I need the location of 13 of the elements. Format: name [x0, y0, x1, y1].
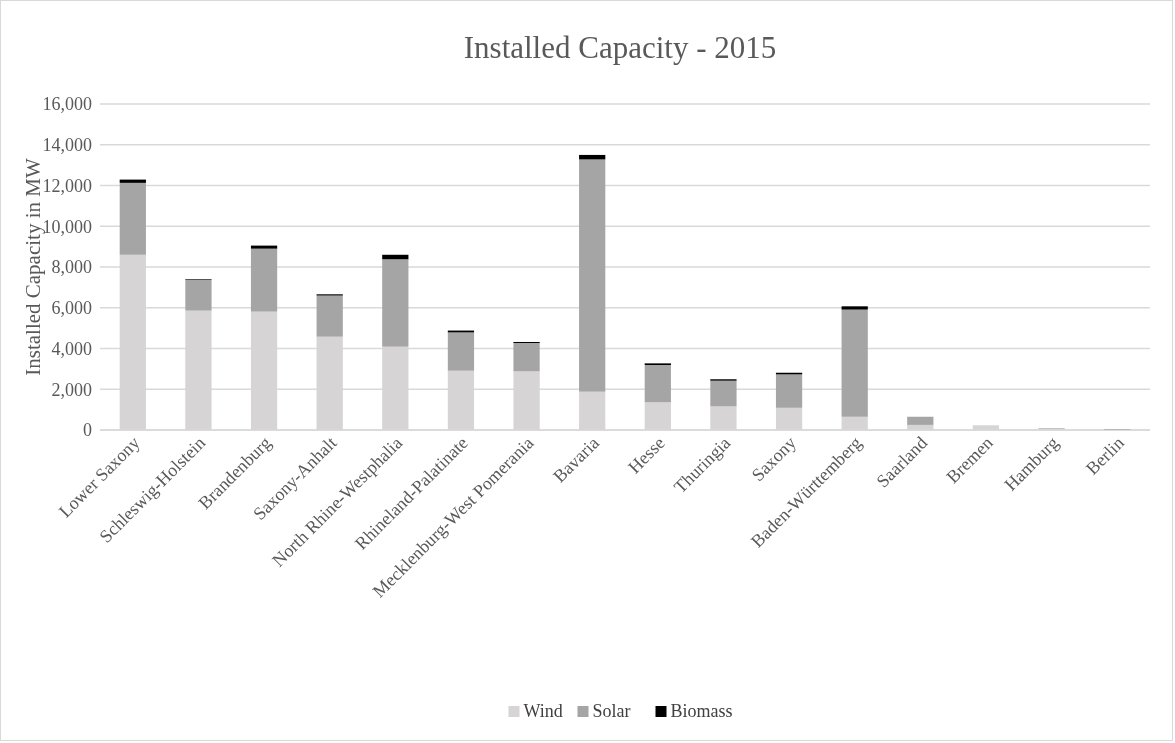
y-tick-label: 16,000: [42, 94, 92, 115]
y-tick-label: 0: [83, 420, 92, 441]
legend-label: Biomass: [670, 701, 733, 721]
chart-title: Installed Capacity - 2015: [463, 30, 777, 65]
y-tick-label: 14,000: [42, 135, 92, 156]
y-axis-title: Installed Capacity in MW: [21, 158, 45, 376]
y-tick-label: 8,000: [51, 257, 92, 278]
legend-label: Wind: [523, 701, 563, 721]
y-tick-label: 6,000: [51, 298, 92, 319]
y-tick-label: 2,000: [51, 379, 92, 400]
y-tick-label: 12,000: [42, 175, 92, 196]
legend-label: Solar: [592, 701, 631, 721]
y-tick-label: 4,000: [51, 338, 92, 359]
